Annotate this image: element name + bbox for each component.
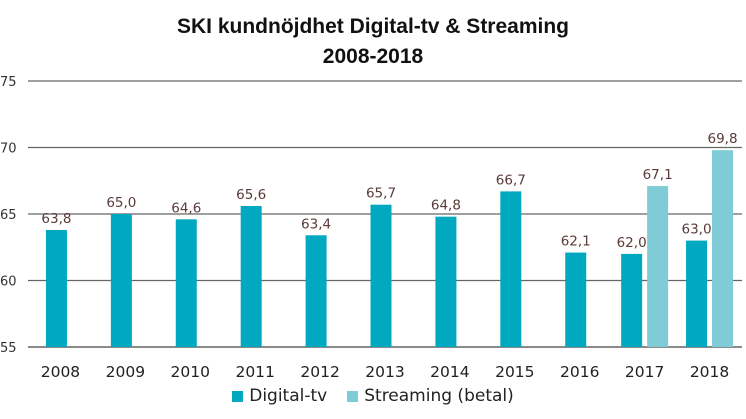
x-tick-label: 2015 xyxy=(495,363,534,381)
y-tick-label: 65 xyxy=(0,208,17,223)
legend-label: Digital-tv xyxy=(249,386,328,406)
data-label: 64,8 xyxy=(431,198,461,214)
legend-swatch-digital-tv xyxy=(232,390,244,402)
data-label: 62,0 xyxy=(617,235,647,251)
data-label: 64,6 xyxy=(171,200,201,216)
x-tick-label: 2017 xyxy=(625,363,664,381)
bar-digital-tv xyxy=(45,229,67,347)
legend: Digital-tv Streaming (betal) xyxy=(0,386,746,406)
y-tick-label: 75 xyxy=(0,75,17,90)
bar-digital-tv xyxy=(110,214,132,347)
y-tick-label: 60 xyxy=(0,275,17,290)
bar-digital-tv xyxy=(435,216,457,347)
y-tick-label: 70 xyxy=(0,142,17,157)
bar-digital-tv xyxy=(500,191,522,347)
data-label: 65,6 xyxy=(236,187,266,203)
bar-digital-tv xyxy=(305,235,327,347)
legend-label: Streaming (betal) xyxy=(364,386,514,406)
chart-subtitle: 2008-2018 xyxy=(322,45,424,68)
x-tick-label: 2012 xyxy=(300,363,339,381)
x-tick-label: 2018 xyxy=(690,363,729,381)
bar-streaming-betal- xyxy=(647,186,669,347)
bar-digital-tv xyxy=(621,253,643,347)
x-tick-label: 2014 xyxy=(430,363,469,381)
data-label: 62,1 xyxy=(561,234,591,250)
data-label: 69,8 xyxy=(708,131,738,147)
x-tick-label: 2013 xyxy=(365,363,404,381)
bar-digital-tv xyxy=(565,252,587,347)
data-label: 65,0 xyxy=(106,195,136,211)
y-tick-label: 55 xyxy=(0,341,17,356)
chart-title: SKI kundnöjdhet Digital-tv & Streaming xyxy=(176,15,570,38)
data-label: 63,4 xyxy=(301,216,331,232)
bar-streaming-betal- xyxy=(712,150,734,347)
bar-digital-tv xyxy=(175,219,197,347)
legend-item-digital-tv: Digital-tv xyxy=(232,386,327,406)
bar-digital-tv xyxy=(370,204,392,347)
bar-digital-tv xyxy=(240,206,262,347)
data-label: 63,0 xyxy=(682,222,712,238)
legend-item-streaming: Streaming (betal) xyxy=(347,386,514,406)
x-tick-label: 2010 xyxy=(171,363,210,381)
data-label: 65,7 xyxy=(366,186,396,202)
x-tick-label: 2008 xyxy=(41,363,80,381)
bar-digital-tv xyxy=(686,240,708,347)
data-label: 67,1 xyxy=(643,167,673,183)
x-tick-label: 2016 xyxy=(560,363,599,381)
data-label: 63,8 xyxy=(41,211,71,227)
x-tick-label: 2009 xyxy=(106,363,145,381)
legend-swatch-streaming xyxy=(347,390,359,402)
data-label: 66,7 xyxy=(496,172,526,188)
x-tick-label: 2011 xyxy=(235,363,274,381)
